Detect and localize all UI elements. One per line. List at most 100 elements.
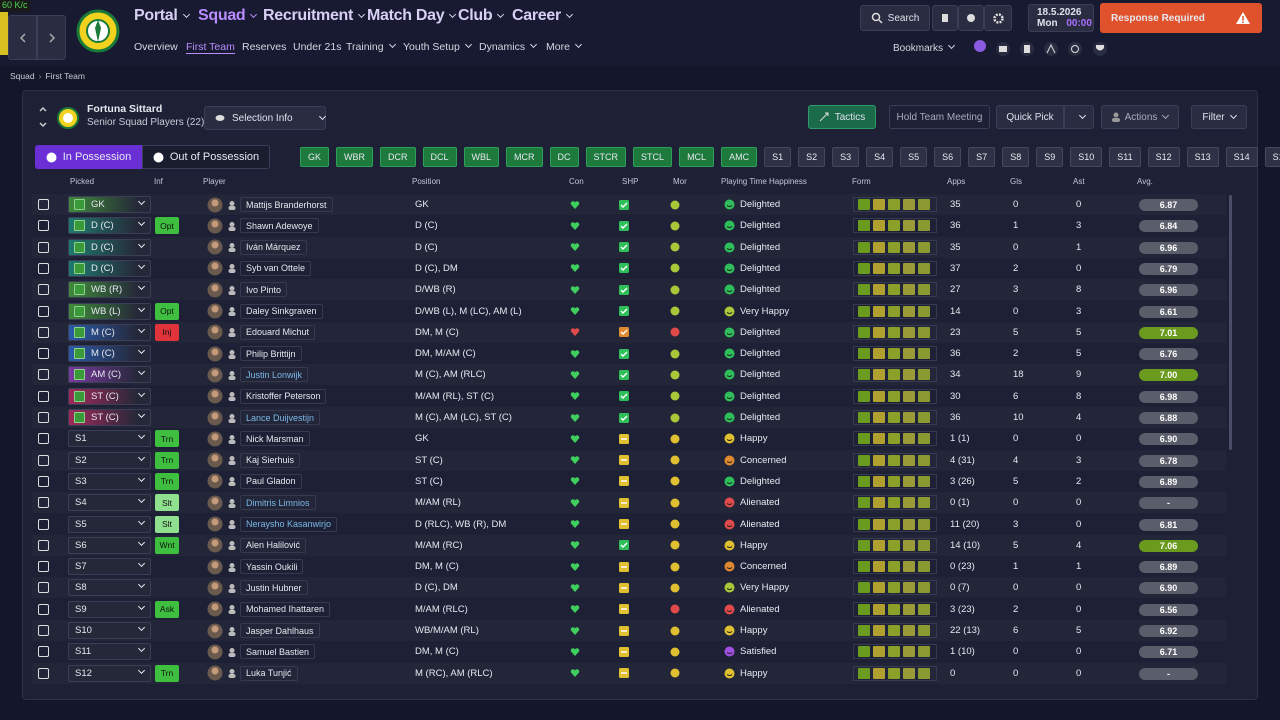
- player-name[interactable]: Yassin Oukili: [240, 559, 304, 575]
- checkbox[interactable]: [38, 556, 49, 577]
- table-row[interactable]: D (C) Syb van Ottele D (C), DM Delighted 37 2…: [32, 257, 1226, 279]
- search-button[interactable]: Search: [860, 5, 930, 31]
- forward-button[interactable]: [37, 15, 66, 60]
- quick-pick-button[interactable]: Quick Pick: [996, 105, 1064, 129]
- picked-dropdown[interactable]: S5: [68, 515, 151, 533]
- checkbox[interactable]: [38, 428, 49, 449]
- column-header[interactable]: Picked: [70, 177, 95, 186]
- sub-nav-item[interactable]: Under 21s: [293, 41, 342, 53]
- table-row[interactable]: ST (C) Kristoffer Peterson M/AM (RL), ST (…: [32, 385, 1226, 407]
- checkbox[interactable]: [38, 279, 49, 300]
- checkbox[interactable]: [38, 535, 49, 556]
- table-row[interactable]: M (C) Inj Edouard Michut DM, M (C) Delighted…: [32, 321, 1226, 343]
- info-badge[interactable]: Opt: [155, 302, 179, 320]
- picked-dropdown[interactable]: S7: [68, 558, 151, 576]
- table-row[interactable]: D (C) Iván Márquez D (C) Delighted 35 0 1 6.96: [32, 236, 1226, 258]
- quick-pick-menu[interactable]: [1064, 105, 1094, 129]
- collapse-arrows[interactable]: [37, 104, 49, 130]
- position-button[interactable]: WBR: [336, 147, 374, 167]
- sub-nav-item[interactable]: Reserves: [242, 41, 287, 53]
- table-row[interactable]: S12 Trn Luka Tunjić M (RC), AM (RLC) Happy 0 0…: [32, 662, 1226, 684]
- player-name[interactable]: Edouard Michut: [240, 324, 316, 340]
- player-name[interactable]: Daley Sinkgraven: [240, 303, 323, 319]
- checkbox[interactable]: [38, 322, 49, 343]
- checkbox[interactable]: [38, 620, 49, 641]
- column-header[interactable]: Avg.: [1137, 177, 1153, 186]
- table-row[interactable]: D (C) Opt Shawn Adewoye D (C) Delighted 36 1 3 6…: [32, 215, 1226, 237]
- position-button[interactable]: S2: [798, 147, 826, 167]
- player-name[interactable]: Jasper Dahlhaus: [240, 623, 320, 638]
- position-button[interactable]: S7: [968, 147, 996, 167]
- table-row[interactable]: S2 Trn Kaj Sierhuis ST (C) Concerned 4 (31) 4 3…: [32, 449, 1226, 471]
- sub-nav-item[interactable]: First Team: [186, 41, 235, 54]
- checkbox[interactable]: [38, 386, 49, 407]
- position-button[interactable]: AMC: [721, 147, 758, 167]
- in-possession-tab[interactable]: In Possession: [35, 145, 142, 169]
- position-button[interactable]: S10: [1070, 147, 1103, 167]
- bookmarks[interactable]: Bookmarks: [893, 43, 954, 54]
- info-badge[interactable]: Trn: [155, 430, 179, 448]
- info-badge[interactable]: Inj: [155, 323, 179, 341]
- info-badge[interactable]: Slt: [155, 494, 179, 512]
- player-name[interactable]: Dimitris Limnios: [240, 495, 316, 511]
- table-row[interactable]: WB (L) Opt Daley Sinkgraven D/WB (L), M (LC…: [32, 300, 1226, 322]
- player-name[interactable]: Syb van Ottele: [240, 260, 312, 276]
- picked-dropdown[interactable]: S4: [68, 494, 151, 512]
- checkbox[interactable]: [38, 258, 49, 279]
- tactics-button[interactable]: Tactics: [808, 105, 876, 129]
- checkbox[interactable]: [38, 663, 49, 684]
- checkbox[interactable]: [38, 577, 49, 598]
- nav-item[interactable]: Portal: [134, 7, 189, 25]
- table-row[interactable]: S9 Ask Mohamed Ihattaren M/AM (RLC) Alienate…: [32, 598, 1226, 620]
- picked-dropdown[interactable]: S2: [68, 451, 151, 469]
- player-name[interactable]: Kaj Sierhuis: [240, 452, 301, 468]
- position-button[interactable]: GK: [300, 147, 330, 167]
- player-name[interactable]: Iván Márquez: [240, 239, 307, 255]
- table-row[interactable]: S5 Slt Neraysho Kasanwirjo D (RLC), WB (R),…: [32, 513, 1226, 535]
- position-button[interactable]: S14: [1225, 147, 1258, 167]
- table-row[interactable]: ST (C) Lance Duijvestijn M (C), AM (LC), S…: [32, 407, 1226, 428]
- position-button[interactable]: MCR: [506, 147, 543, 167]
- position-button[interactable]: S13: [1186, 147, 1219, 167]
- actions-button[interactable]: Actions: [1101, 105, 1179, 129]
- player-name[interactable]: Alen Halilović: [240, 537, 307, 553]
- player-name[interactable]: Paul Gladon: [240, 473, 302, 489]
- position-button[interactable]: S3: [832, 147, 860, 167]
- picked-dropdown[interactable]: D (C): [68, 217, 151, 235]
- checkbox[interactable]: [38, 492, 49, 513]
- table-row[interactable]: S8 Justin Hubner D (C), DM Very Happy 0 (7) 0…: [32, 577, 1226, 599]
- table-row[interactable]: S11 Samuel Bastien DM, M (C) Satisfied 1 (10…: [32, 641, 1226, 663]
- player-name[interactable]: Samuel Bastien: [240, 644, 316, 660]
- player-name[interactable]: Justin Lonwijk: [240, 367, 309, 383]
- player-name[interactable]: Philip Brittijn: [240, 346, 302, 362]
- sub-nav-item[interactable]: Training: [346, 41, 395, 53]
- out-of-possession-tab[interactable]: Out of Possession: [142, 145, 270, 169]
- position-button[interactable]: S12: [1147, 147, 1180, 167]
- player-name[interactable]: Mohamed Ihattaren: [240, 601, 331, 617]
- picked-dropdown[interactable]: S8: [68, 579, 151, 597]
- nav-item[interactable]: Club: [458, 7, 503, 25]
- checkbox[interactable]: [38, 641, 49, 662]
- checkbox[interactable]: [38, 215, 49, 236]
- column-header[interactable]: Con: [569, 177, 584, 186]
- picked-dropdown[interactable]: S3: [68, 472, 151, 490]
- position-button[interactable]: WBL: [463, 147, 500, 167]
- breadcrumb-item[interactable]: Squad: [10, 71, 35, 81]
- sub-nav-item[interactable]: Youth Setup: [403, 41, 471, 53]
- player-name[interactable]: Justin Hubner: [240, 580, 308, 596]
- checkbox[interactable]: [38, 599, 49, 620]
- table-row[interactable]: S6 Wnt Alen Halilović M/AM (RC) Happy 14 (10)…: [32, 534, 1226, 556]
- column-header[interactable]: Position: [412, 177, 441, 186]
- picked-dropdown[interactable]: M (C): [68, 345, 151, 363]
- picked-dropdown[interactable]: S9: [68, 600, 151, 618]
- position-button[interactable]: DCR: [380, 147, 416, 167]
- table-row[interactable]: S4 Slt Dimitris Limnios M/AM (RL) Alienated 0…: [32, 492, 1226, 514]
- checkbox[interactable]: [38, 407, 49, 428]
- position-button[interactable]: DCL: [422, 147, 457, 167]
- picked-dropdown[interactable]: WB (R): [68, 281, 151, 299]
- column-header[interactable]: Mor: [673, 177, 687, 186]
- table-row[interactable]: S10 Jasper Dahlhaus WB/M/AM (RL) Happy 22 (1…: [32, 620, 1226, 641]
- position-button[interactable]: S9: [1036, 147, 1064, 167]
- filter-button[interactable]: Filter: [1191, 105, 1247, 129]
- picked-dropdown[interactable]: S10: [68, 622, 151, 639]
